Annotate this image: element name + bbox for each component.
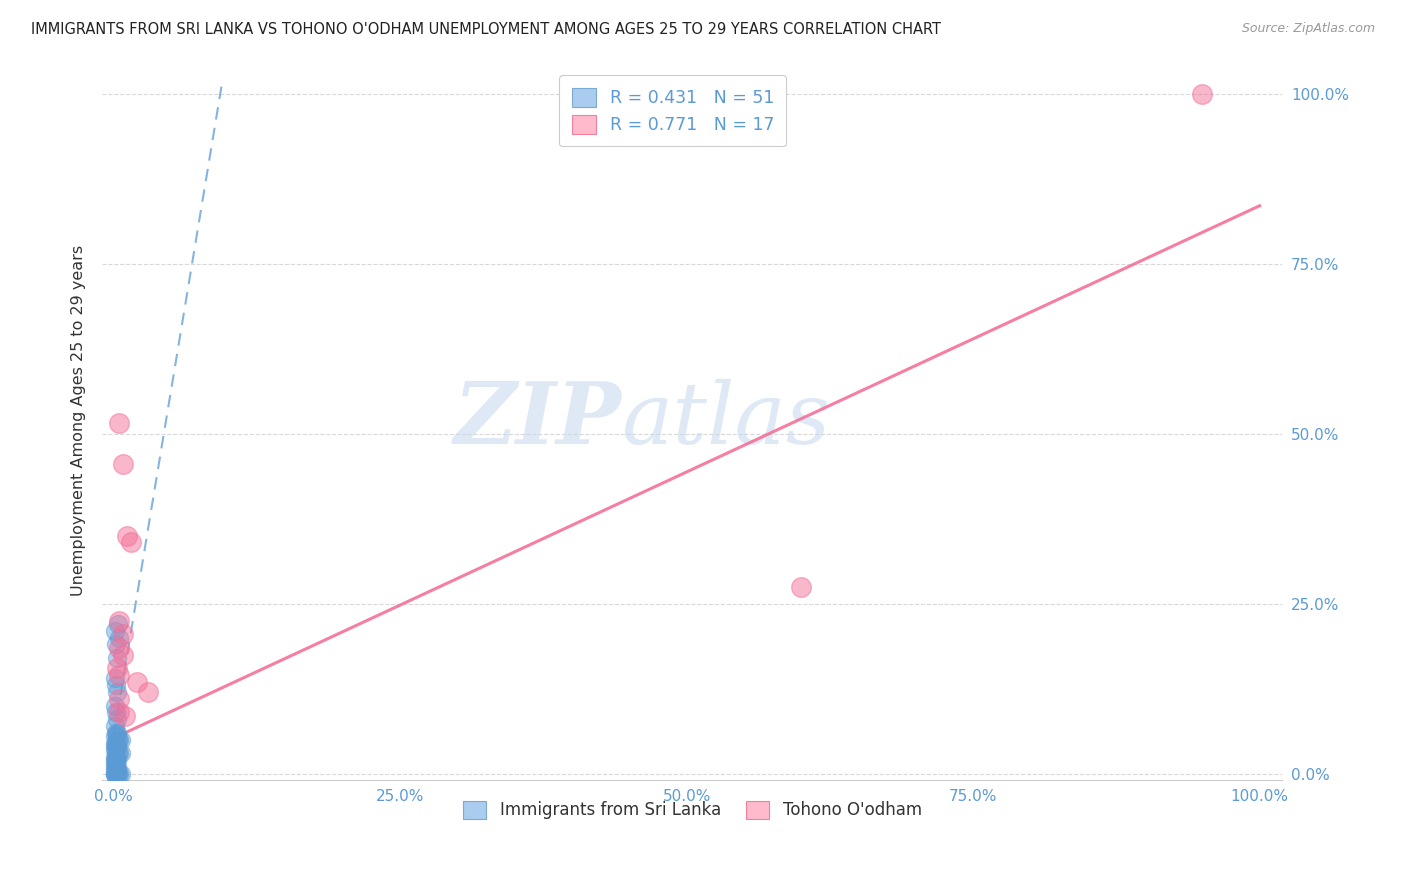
Point (104, 742, 127, 756)
Point (108, 631, 131, 645)
Point (105, 651, 128, 665)
Legend: Immigrants from Sri Lanka, Tohono O'odham: Immigrants from Sri Lanka, Tohono O'odha… (457, 794, 928, 826)
Point (114, 708, 136, 723)
Point (1191, 87, 1213, 101)
Text: Source: ZipAtlas.com: Source: ZipAtlas.com (1241, 22, 1375, 36)
Point (104, 760, 127, 774)
Point (104, 753, 127, 767)
Point (104, 766, 127, 780)
Point (104, 736, 127, 750)
Point (104, 756, 127, 771)
Text: ZIP: ZIP (454, 378, 621, 462)
Point (111, 648, 134, 662)
Point (125, 674, 148, 689)
Point (104, 763, 127, 777)
Point (105, 712, 128, 726)
Point (105, 661, 128, 675)
Point (105, 739, 128, 754)
Point (790, 580, 813, 594)
Point (108, 732, 131, 747)
Point (108, 691, 131, 706)
Y-axis label: Unemployment Among Ages 25 to 29 years: Unemployment Among Ages 25 to 29 years (72, 244, 86, 596)
Point (110, 732, 132, 747)
Point (104, 671, 127, 685)
Point (107, 766, 129, 780)
Text: IMMIGRANTS FROM SRI LANKA VS TOHONO O'ODHAM UNEMPLOYMENT AMONG AGES 25 TO 29 YEA: IMMIGRANTS FROM SRI LANKA VS TOHONO O'OD… (31, 22, 941, 37)
Point (105, 725, 128, 739)
Point (105, 760, 128, 774)
Point (111, 457, 134, 471)
Point (104, 753, 127, 767)
Point (117, 528, 139, 542)
Point (105, 753, 128, 767)
Point (104, 739, 127, 754)
Point (104, 698, 127, 713)
Point (105, 763, 128, 777)
Point (104, 729, 127, 743)
Point (108, 417, 131, 431)
Point (104, 766, 127, 780)
Point (108, 614, 131, 628)
Point (108, 706, 131, 720)
Point (104, 749, 127, 764)
Point (104, 719, 127, 733)
Point (104, 736, 127, 750)
Point (105, 685, 128, 699)
Point (108, 640, 131, 655)
Point (105, 729, 128, 743)
Point (104, 678, 127, 692)
Point (104, 766, 127, 780)
Point (108, 766, 131, 780)
Point (104, 766, 127, 780)
Point (104, 760, 127, 774)
Point (105, 766, 128, 780)
Point (104, 763, 127, 777)
Point (110, 746, 132, 760)
Point (107, 746, 129, 760)
Point (136, 685, 159, 699)
Point (104, 637, 127, 651)
Point (104, 706, 127, 720)
Point (104, 756, 127, 771)
Point (111, 627, 134, 641)
Point (104, 725, 127, 739)
Text: atlas: atlas (621, 378, 831, 461)
Point (108, 668, 131, 682)
Point (104, 749, 127, 764)
Point (108, 746, 131, 760)
Point (104, 742, 127, 756)
Point (107, 732, 129, 747)
Point (110, 766, 132, 780)
Point (104, 766, 127, 780)
Point (107, 616, 129, 631)
Point (104, 624, 127, 638)
Point (120, 535, 142, 549)
Point (104, 739, 127, 754)
